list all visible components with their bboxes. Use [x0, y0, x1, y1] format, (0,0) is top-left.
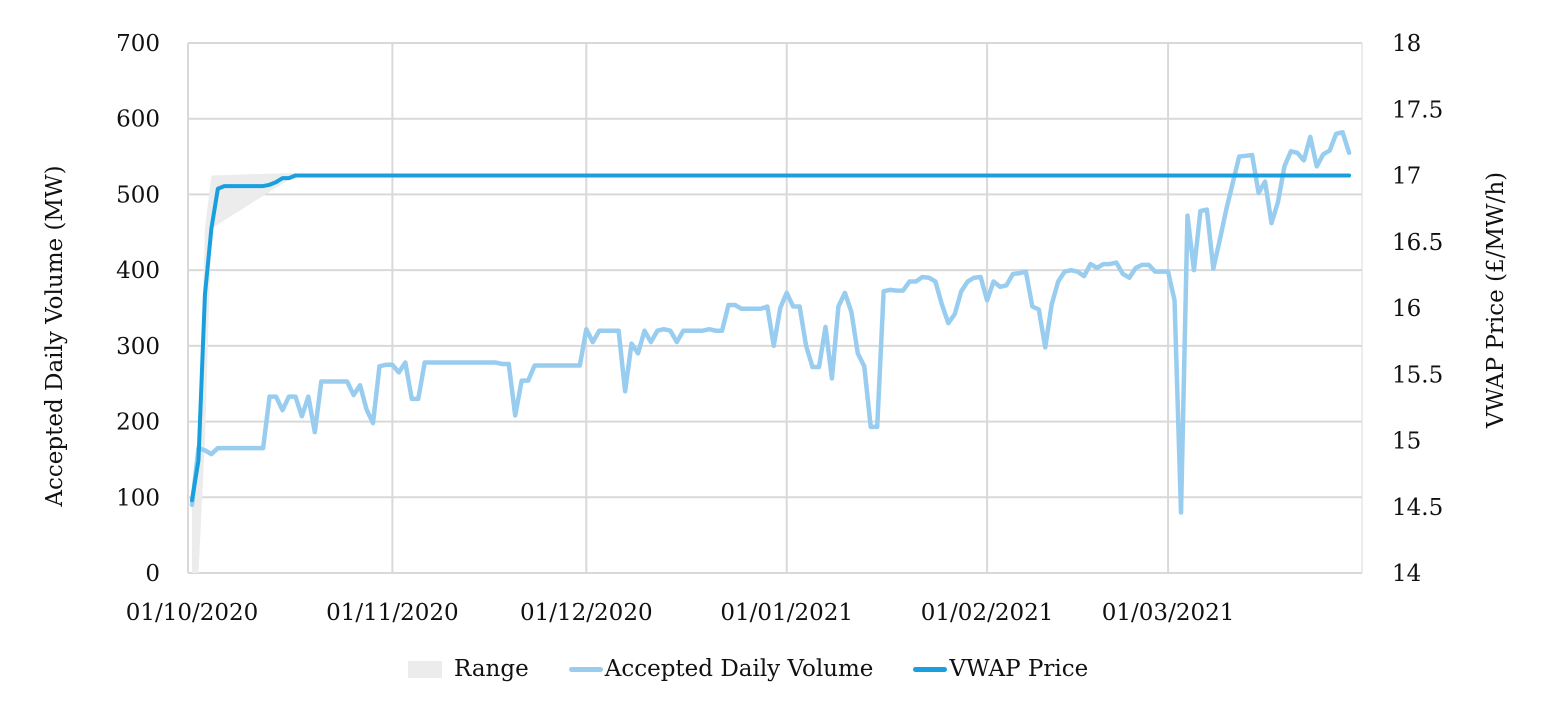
- volume-line: [189, 130, 1352, 515]
- left-tick-label: 100: [116, 485, 160, 511]
- left-tick-label: 500: [116, 182, 160, 208]
- right-tick-label: 14.5: [1392, 495, 1443, 521]
- legend-item-volume[interactable]: Accepted Daily Volume: [568, 656, 874, 682]
- left-axis-ticks: 0 100 200 300 400 500 600 700: [116, 31, 160, 587]
- right-tick-label: 16: [1392, 296, 1421, 322]
- left-tick-label: 400: [116, 258, 160, 284]
- range-band: [192, 172, 302, 573]
- legend-item-vwap[interactable]: VWAP Price: [913, 656, 1088, 682]
- right-tick-label: 18: [1392, 31, 1421, 57]
- left-tick-label: 600: [116, 107, 160, 133]
- gridlines: [187, 42, 1363, 574]
- legend: Range Accepted Daily Volume VWAP Price: [408, 652, 1128, 686]
- left-tick-label: 700: [116, 31, 160, 57]
- x-tick-label: 01/11/2020: [326, 600, 459, 626]
- right-tick-label: 15: [1392, 429, 1421, 455]
- legend-label-volume: Accepted Daily Volume: [604, 656, 874, 682]
- right-tick-label: 17.5: [1392, 97, 1443, 123]
- series-layer: [189, 130, 1352, 515]
- left-axis-title: Accepted Daily Volume (MW): [42, 165, 68, 507]
- range-area: [192, 172, 302, 573]
- x-tick-label: 01/12/2020: [520, 600, 653, 626]
- x-tick-label: 01/02/2021: [921, 600, 1054, 626]
- vwap-line-swatch-icon: [913, 666, 948, 672]
- left-tick-label: 300: [116, 334, 160, 360]
- left-tick-label: 200: [116, 410, 160, 436]
- right-tick-label: 14: [1392, 561, 1421, 587]
- legend-item-range[interactable]: Range: [408, 656, 529, 682]
- range-swatch-icon: [408, 660, 442, 678]
- left-tick-label: 0: [145, 561, 160, 587]
- x-axis-ticks: 01/10/2020 01/11/2020 01/12/2020 01/01/2021…: [126, 600, 1235, 626]
- x-tick-label: 01/03/2021: [1102, 600, 1235, 626]
- legend-label-range: Range: [454, 656, 529, 682]
- right-tick-label: 15.5: [1392, 362, 1443, 388]
- legend-label-vwap: VWAP Price: [949, 656, 1089, 682]
- right-axis-ticks: 14 14.5 15 15.5 16 16.5 17 17.5 18: [1392, 31, 1443, 587]
- right-tick-label: 16.5: [1392, 230, 1443, 256]
- x-tick-label: 01/01/2021: [720, 600, 853, 626]
- right-tick-label: 17: [1392, 164, 1421, 190]
- vwap-line: [190, 173, 1352, 503]
- x-tick-label: 01/10/2020: [126, 600, 259, 626]
- volume-line-swatch-icon: [568, 666, 603, 672]
- right-axis-title: VWAP Price (£/MW/h): [1483, 172, 1509, 429]
